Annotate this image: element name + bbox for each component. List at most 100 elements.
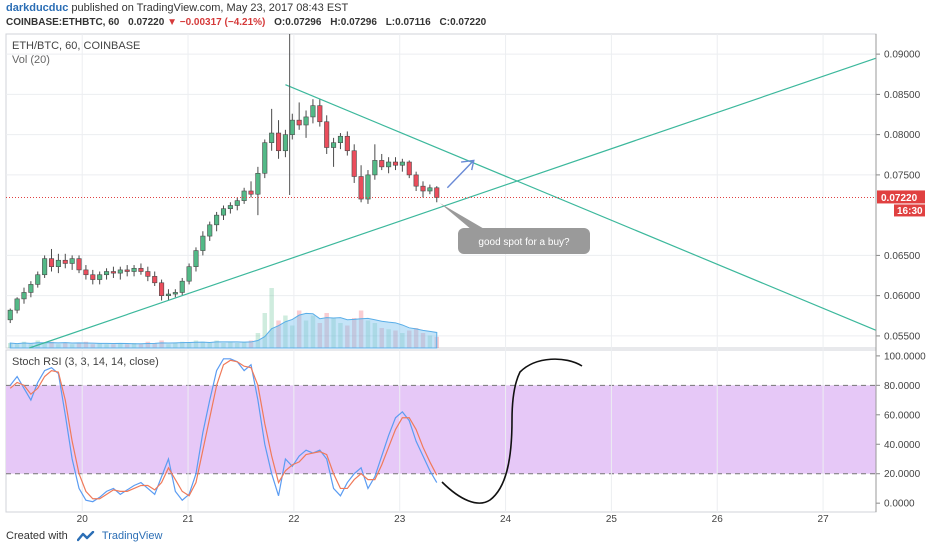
- volume-bar: [104, 344, 109, 348]
- volume-bar: [413, 328, 419, 348]
- candle: [110, 266, 116, 278]
- main-pane: [5, 33, 877, 349]
- candle-body: [289, 119, 295, 135]
- candle: [55, 253, 61, 274]
- volume-bar: [283, 315, 288, 348]
- volume-bar: [90, 344, 96, 348]
- volume-bar: [76, 343, 82, 348]
- candle-body: [379, 160, 385, 168]
- candle: [269, 108, 275, 151]
- candle: [69, 255, 75, 270]
- volume-bar: [83, 341, 89, 348]
- volume-bar: [35, 340, 40, 348]
- volume-bar: [296, 310, 302, 348]
- tradingview-brand[interactable]: TradingView: [101, 530, 163, 542]
- ascending-trend-line: [29, 57, 877, 349]
- candle: [282, 129, 288, 158]
- x-tick-label: 26: [712, 514, 724, 525]
- footer: Created with TradingView: [6, 530, 162, 542]
- candle-body: [399, 161, 405, 166]
- candle: [262, 139, 268, 179]
- volume-bar: [317, 323, 323, 348]
- volume-bar: [193, 340, 199, 348]
- volume-bar: [269, 288, 274, 348]
- candle: [117, 266, 123, 280]
- candle-body: [282, 134, 288, 152]
- volume-bar: [310, 315, 316, 348]
- candle-body: [358, 176, 364, 200]
- current-price-badge: [877, 190, 925, 204]
- candle-body: [324, 121, 330, 148]
- candle: [420, 181, 426, 198]
- volume-bar: [407, 330, 412, 348]
- volume-bar: [179, 341, 185, 348]
- volume-bar: [14, 344, 20, 348]
- volume-bar: [400, 333, 405, 348]
- candle-body: [220, 208, 227, 216]
- volume-bar: [124, 344, 130, 348]
- candle: [337, 133, 343, 150]
- candle-body: [406, 161, 412, 176]
- candle-body: [124, 269, 130, 272]
- candle-body: [186, 266, 192, 282]
- symbol-header: COINBASE:ETHBTC, 60 0.07220 ▼ −0.00317 (…: [6, 16, 486, 29]
- last-price: 0.07220: [128, 17, 165, 28]
- volume-bar: [303, 320, 309, 348]
- candle: [124, 265, 130, 277]
- candle-body: [76, 258, 82, 271]
- volume-bar: [42, 343, 47, 348]
- volume-bar: [166, 344, 171, 348]
- volume-bar: [345, 325, 350, 348]
- candle: [193, 247, 199, 272]
- callout-text: good spot for a buy?: [478, 237, 570, 248]
- candle-body: [227, 205, 233, 210]
- candle: [344, 131, 350, 156]
- volume-bar: [324, 313, 329, 348]
- candle-body: [276, 132, 282, 152]
- close-value: C:0.07220: [439, 17, 487, 28]
- author-link[interactable]: darkducduc: [6, 2, 69, 14]
- x-tick-label: 21: [182, 514, 194, 525]
- candle-body: [413, 174, 419, 187]
- x-tick-label: 20: [77, 514, 89, 525]
- candle-body: [303, 116, 309, 126]
- candle-body: [97, 274, 103, 280]
- candle: [296, 102, 302, 130]
- candle: [35, 271, 41, 288]
- candle: [28, 281, 34, 298]
- volume-bar: [145, 341, 151, 348]
- candle-body: [372, 160, 378, 176]
- volume-bar: [173, 343, 178, 348]
- candle: [434, 186, 440, 203]
- publish-info: published on TradingView.com, May 23, 20…: [71, 2, 349, 14]
- volume-bar: [427, 335, 433, 348]
- candle-body: [207, 224, 213, 237]
- chart-title: ETH/BTC, 60, COINBASE: [12, 40, 140, 52]
- candle: [42, 255, 48, 278]
- volume-ma-area: [9, 312, 438, 349]
- price-tick-label: 0.06000: [884, 291, 921, 302]
- candle: [62, 253, 68, 269]
- candle: [104, 268, 110, 280]
- candle: [138, 263, 144, 275]
- volume-bar: [420, 333, 426, 348]
- candle: [214, 211, 220, 232]
- candle-body: [214, 214, 220, 226]
- x-tick-label: 22: [288, 514, 300, 525]
- candle-body: [420, 185, 426, 192]
- candle: [317, 99, 323, 127]
- candle: [379, 153, 385, 171]
- symbol-label: COINBASE:ETHBTC, 60: [6, 17, 120, 28]
- candle-body: [48, 258, 55, 267]
- volume-bar: [331, 318, 336, 348]
- candle-body: [365, 174, 371, 200]
- callout-box: [458, 228, 590, 254]
- up-arrow-icon: [446, 159, 475, 189]
- x-tick-label: 27: [818, 514, 830, 525]
- volume-bar: [379, 328, 384, 348]
- candle: [21, 287, 27, 304]
- candle-body: [386, 161, 392, 168]
- rsi-tick-label: 40.0000: [884, 440, 921, 451]
- rsi-band: [6, 385, 876, 474]
